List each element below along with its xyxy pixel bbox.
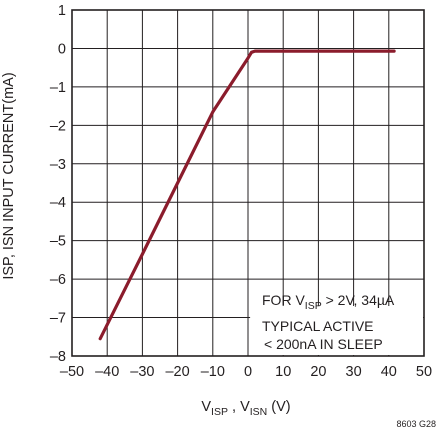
plot-frame xyxy=(71,9,425,357)
y-tick-label: 1 xyxy=(58,3,66,19)
x-tick-label: 50 xyxy=(416,364,432,380)
series-line xyxy=(98,49,396,341)
y-tick-label: –1 xyxy=(50,80,66,96)
y-tick-label: –7 xyxy=(50,311,66,327)
x-tick-label: –30 xyxy=(130,364,154,380)
y-tick-label: –3 xyxy=(50,157,66,173)
annotation-line-1: FOR VISP > 2V, 34µA xyxy=(262,292,395,312)
y-tick-label: –2 xyxy=(50,118,66,134)
x-tick-label: 40 xyxy=(381,364,397,380)
annotation-line-3: < 200nA IN SLEEP xyxy=(264,336,383,352)
x-tick-label: –50 xyxy=(60,364,84,380)
x-axis-title: VISP , VISN (V) xyxy=(201,399,290,418)
grid xyxy=(72,10,424,356)
x-tick-label: 20 xyxy=(310,364,326,380)
annotation-background xyxy=(250,306,423,355)
x-tick-label: –20 xyxy=(165,364,189,380)
y-tick-label: 0 xyxy=(58,41,66,57)
x-tick-label: 10 xyxy=(275,364,291,380)
annotation-box xyxy=(250,306,423,355)
x-tick-label: 0 xyxy=(244,364,252,380)
y-tick-labels: 1 0 –1 –2 –3 –4 –5 –6 –7 –8 xyxy=(50,3,66,365)
x-tick-labels: –50 –40 –30 –20 –10 0 10 20 30 40 50 xyxy=(60,364,432,380)
y-axis-title: ISP, ISN INPUT CURRENT(mA) xyxy=(1,72,17,279)
annotation-line-2: TYPICAL ACTIVE xyxy=(262,318,374,334)
y-tick-label: –4 xyxy=(50,195,66,211)
y-tick-label: –8 xyxy=(50,349,66,365)
figure-id: 8603 G28 xyxy=(396,419,436,429)
x-tick-label: 30 xyxy=(346,364,362,380)
x-tick-label: –10 xyxy=(201,364,225,380)
y-tick-label: –6 xyxy=(50,272,66,288)
y-tick-label: –5 xyxy=(50,234,66,250)
x-tick-label: –40 xyxy=(95,364,119,380)
series-group xyxy=(98,49,396,341)
